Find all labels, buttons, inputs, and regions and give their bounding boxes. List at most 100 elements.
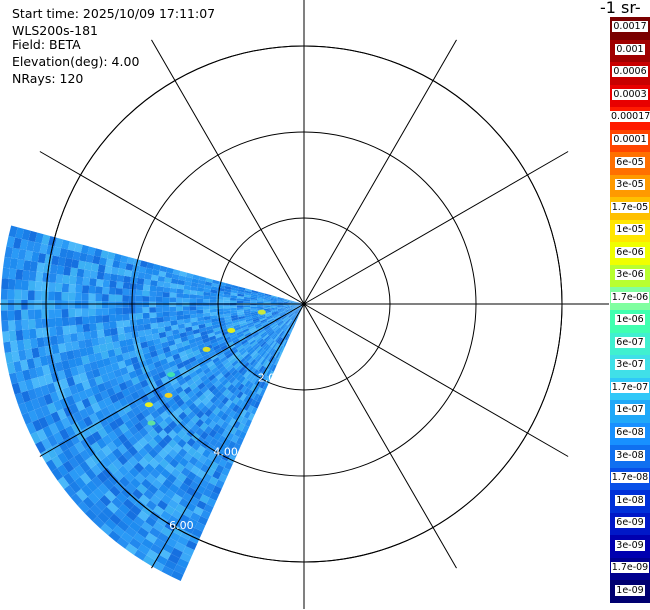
sector-cell — [204, 357, 213, 364]
sector-cell — [264, 294, 272, 298]
sector-cell — [121, 514, 134, 527]
sector-cell — [146, 262, 155, 270]
sector-cell — [68, 445, 80, 457]
sector-cell — [171, 493, 183, 504]
sector-cell — [41, 309, 49, 319]
sector-cell — [277, 306, 285, 309]
sector-cell — [190, 465, 201, 476]
sector-cell — [124, 358, 133, 367]
sector-cell — [184, 398, 194, 408]
sector-cell — [177, 438, 187, 449]
sector-cell — [96, 359, 105, 369]
sector-cell — [218, 435, 227, 444]
sector-cell — [102, 321, 111, 330]
sector-cell — [182, 415, 192, 425]
sector-cell — [72, 392, 82, 404]
sector-cell — [183, 314, 191, 320]
sector-cell — [278, 321, 284, 327]
sector-cell — [158, 270, 167, 278]
sector-cell — [216, 383, 225, 391]
sector-cell — [74, 300, 82, 309]
sector-cell — [62, 448, 74, 461]
sector-cell — [196, 294, 204, 299]
sector-cell — [235, 398, 244, 407]
sector-cell — [209, 491, 220, 501]
sector-cell — [277, 352, 283, 360]
sector-cell — [165, 537, 178, 548]
sector-cell — [183, 285, 191, 291]
sector-cell — [208, 403, 218, 413]
sector-cell — [11, 247, 20, 260]
sector-cell — [291, 306, 298, 310]
sector-cell — [221, 358, 230, 366]
sector-cell — [259, 330, 266, 336]
sector-cell — [246, 397, 254, 406]
sector-cell — [59, 378, 69, 390]
sector-cell — [100, 373, 110, 383]
sector-cell — [14, 299, 22, 311]
sector-cell — [105, 258, 114, 267]
sector-cell — [218, 473, 228, 483]
sector-cell — [96, 329, 105, 338]
sector-cell — [255, 336, 263, 343]
sector-cell — [135, 313, 143, 320]
sector-cell — [3, 256, 12, 269]
sector-cell — [266, 354, 272, 362]
sector-cell — [107, 349, 116, 358]
sector-cell — [194, 378, 203, 387]
sector-cell — [176, 288, 184, 294]
sector-cell — [223, 310, 231, 315]
sector-cell — [263, 368, 270, 376]
sector-cell — [236, 309, 244, 313]
sector-cell — [6, 362, 16, 374]
sector-cell — [270, 308, 278, 311]
sector-cell — [122, 307, 130, 315]
sector-cell — [243, 308, 251, 312]
sector-cell — [249, 358, 257, 366]
sector-cell — [186, 378, 195, 387]
sector-cell — [65, 249, 75, 260]
sector-cell — [191, 414, 200, 424]
sector-cell — [167, 499, 179, 510]
sector-cell — [127, 385, 137, 395]
sector-cell — [196, 356, 205, 364]
sector-cell — [238, 335, 246, 341]
sector-cell — [168, 531, 181, 542]
sector-cell — [268, 370, 274, 378]
sector-cell — [179, 402, 189, 412]
sector-cell — [225, 321, 233, 326]
sector-cell — [191, 345, 199, 353]
sector-cell — [21, 412, 33, 425]
sector-cell — [215, 479, 225, 489]
sector-cell — [290, 300, 298, 303]
sector-cell — [216, 418, 225, 427]
sector-cell — [203, 389, 212, 398]
sector-cell — [259, 316, 266, 320]
sector-cell — [162, 543, 175, 554]
sector-cell — [178, 275, 186, 281]
sector-cell — [197, 371, 206, 379]
sector-cell — [250, 406, 258, 415]
sector-cell — [142, 307, 150, 314]
sector-cell — [273, 334, 280, 342]
colorbar-label: 1.7e-09 — [610, 562, 650, 574]
sector-cell — [115, 287, 123, 295]
sector-cell — [190, 282, 199, 288]
sector-cell — [34, 309, 42, 320]
sector-cell — [208, 350, 217, 358]
sector-cell — [263, 325, 271, 331]
sector-cell — [87, 353, 97, 363]
sector-cell — [51, 344, 60, 355]
sector-cell — [186, 367, 195, 375]
sector-cell — [177, 319, 185, 325]
sector-cell — [51, 468, 64, 481]
sector-cell — [278, 338, 284, 345]
sector-cell — [82, 323, 91, 333]
sector-cell — [182, 293, 190, 299]
sector-cell — [253, 378, 261, 386]
sector-cell — [184, 461, 195, 472]
sector-cell — [271, 332, 277, 339]
sector-cell — [230, 310, 238, 314]
sector-cell — [181, 340, 190, 347]
sector-cell — [167, 515, 180, 526]
